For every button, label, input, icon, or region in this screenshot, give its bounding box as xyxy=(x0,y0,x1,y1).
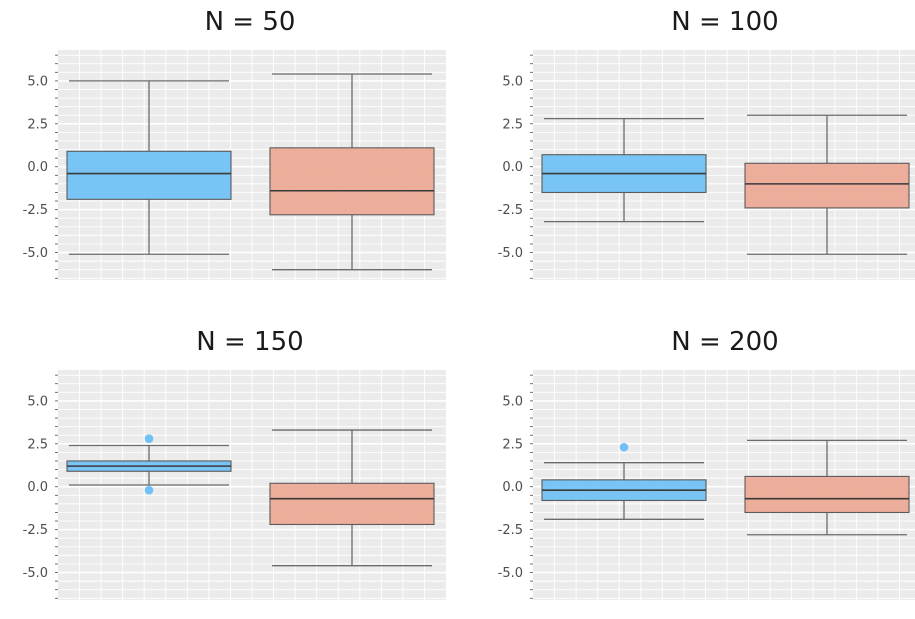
y-tick-label: 2.5 xyxy=(502,117,523,132)
y-tick-label: -2.5 xyxy=(498,523,523,538)
y-tick-label: -5.0 xyxy=(498,246,523,261)
chart-svg: 5.0 2.5 0.0 -2.5 -5.0 N = 100 xyxy=(498,7,915,280)
y-tick-label: 0.0 xyxy=(27,160,48,175)
box-salmon xyxy=(269,429,435,567)
outlier-point xyxy=(144,434,154,443)
y-tick-label: 2.5 xyxy=(502,437,523,452)
chart-panel-n100: 5.0 2.5 0.0 -2.5 -5.0 N = 100 xyxy=(475,0,915,299)
y-tick-label: -2.5 xyxy=(23,523,48,538)
y-tick-label: -5.0 xyxy=(23,566,48,581)
y-tick-label: 0.0 xyxy=(27,480,48,495)
chart-panel-n200: 5.0 2.5 0.0 -2.5 -5.0 N = 200 xyxy=(475,320,915,619)
box-body xyxy=(269,147,435,216)
chart-panel-n150: 5.0 2.5 0.0 -2.5 -5.0 N = 150 xyxy=(0,320,446,619)
chart-panel-n50: 5.0 2.5 0.0 -2.5 -5.0 N = 50 xyxy=(0,0,446,299)
y-tick-label: -5.0 xyxy=(498,566,523,581)
box-body xyxy=(744,162,910,209)
y-tick-label: 5.0 xyxy=(27,74,48,89)
box-salmon xyxy=(744,439,910,536)
box-blue xyxy=(66,434,232,495)
y-tick-label: 5.0 xyxy=(502,74,523,89)
outlier-point xyxy=(144,485,154,495)
box-salmon xyxy=(269,73,435,271)
box-blue xyxy=(66,80,232,255)
chart-svg: 5.0 2.5 0.0 -2.5 -5.0 N = 50 xyxy=(23,7,446,280)
box-salmon xyxy=(744,114,910,255)
box-blue xyxy=(541,118,707,223)
panel-title: N = 200 xyxy=(671,327,778,357)
y-tick-label: 2.5 xyxy=(27,437,48,452)
chart-svg: 5.0 2.5 0.0 -2.5 -5.0 N = 150 xyxy=(23,327,446,600)
panel-title: N = 150 xyxy=(196,327,303,357)
panel-title: N = 100 xyxy=(671,7,778,37)
y-tick-label: -2.5 xyxy=(23,203,48,218)
y-tick-label: 0.0 xyxy=(502,480,523,495)
panel-title: N = 50 xyxy=(205,7,296,37)
y-tick-label: 2.5 xyxy=(27,117,48,132)
box-body xyxy=(269,482,435,526)
y-tick-label: 5.0 xyxy=(502,394,523,409)
y-tick-label: 0.0 xyxy=(502,160,523,175)
y-tick-label: -2.5 xyxy=(498,203,523,218)
y-tick-label: 5.0 xyxy=(27,394,48,409)
outlier-point xyxy=(619,442,629,452)
box-body xyxy=(66,150,232,200)
y-tick-label: -5.0 xyxy=(23,246,48,261)
box-body xyxy=(744,475,910,514)
box-blue xyxy=(541,442,707,520)
chart-svg: 5.0 2.5 0.0 -2.5 -5.0 N = 200 xyxy=(498,327,915,600)
